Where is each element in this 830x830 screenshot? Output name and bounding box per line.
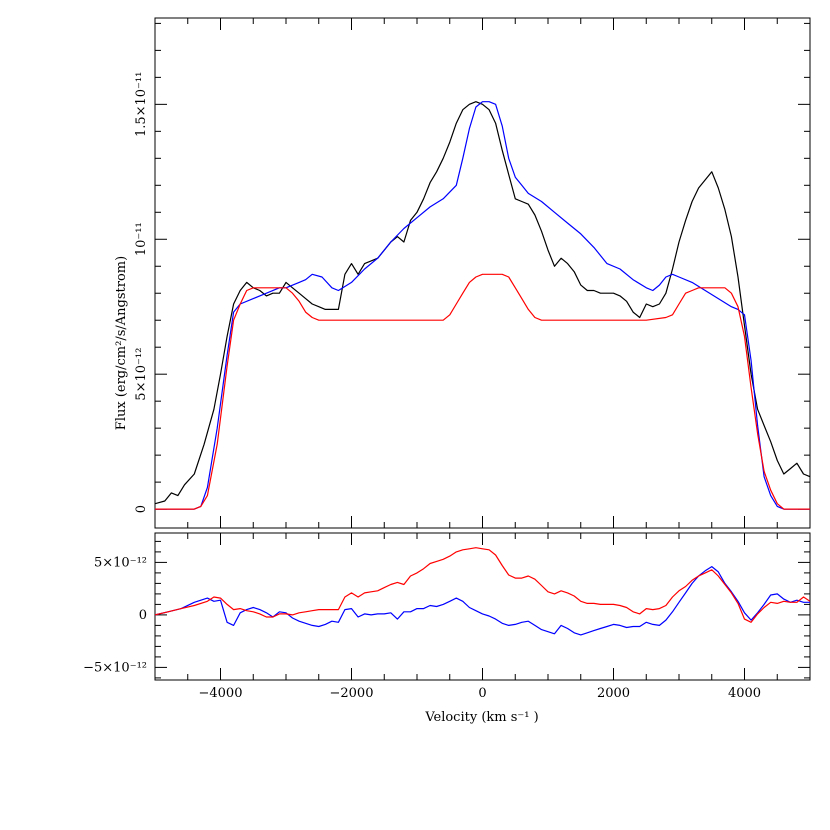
top-series-line-2: [155, 273, 810, 510]
y-tick-label: 5×10⁻¹²: [94, 555, 147, 570]
x-tick-label: 2000: [597, 686, 630, 701]
top-panel: 0 5×10⁻¹² 10⁻¹¹ 1.5×10⁻¹¹: [134, 17, 811, 529]
top-plot-frame: [154, 17, 811, 529]
y-tick-label: 5×10⁻¹²: [134, 348, 149, 401]
bottom-plot-frame: [154, 532, 811, 681]
x-tick-label: 0: [478, 686, 486, 701]
x-axis-title: Velocity (km s⁻¹ ): [424, 710, 538, 725]
y-tick-label: 0: [134, 505, 149, 513]
y-axis-title: Flux (erg/cm²/s/Angstrom): [114, 256, 129, 430]
bottom-series-line-1: [155, 547, 810, 623]
y-tick-label: 1.5×10⁻¹¹: [134, 72, 149, 137]
residual-panel: 5×10⁻¹² 0 −5×10⁻¹² −4000 −2000 0 2000 4000: [83, 532, 811, 701]
x-tick-label: −4000: [199, 686, 243, 701]
y-tick-label: −5×10⁻¹²: [83, 660, 147, 675]
y-tick-label: 0: [139, 608, 147, 623]
top-series-line-1: [155, 101, 810, 510]
y-tick-label: 10⁻¹¹: [134, 222, 149, 256]
top-series-line-0: [155, 101, 810, 505]
x-tick-label: 4000: [728, 686, 761, 701]
bottom-series-line-0: [155, 565, 810, 636]
x-tick-label: −2000: [330, 686, 374, 701]
